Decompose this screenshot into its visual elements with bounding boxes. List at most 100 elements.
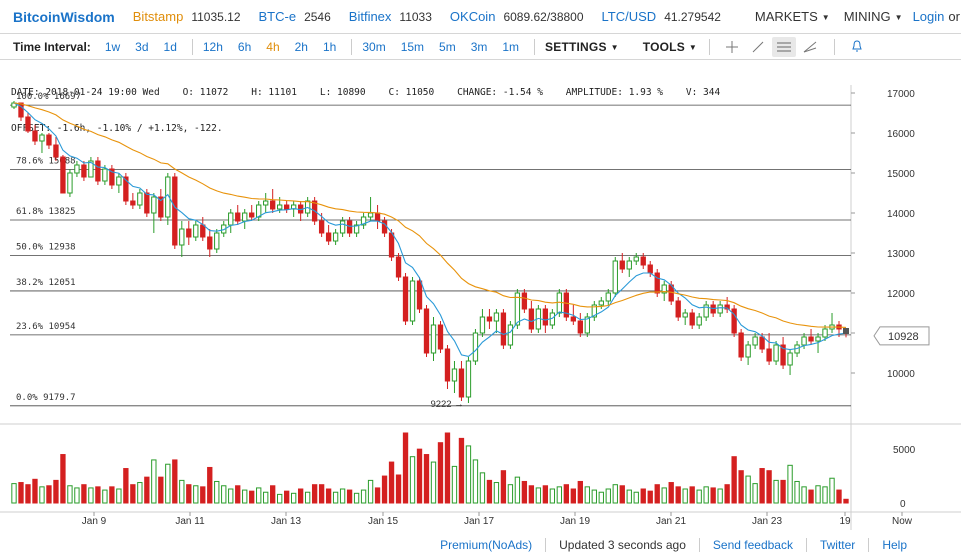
volume-bar — [549, 488, 556, 504]
feedback-link[interactable]: Send feedback — [712, 538, 793, 552]
candle-up — [367, 212, 374, 218]
time-tick-label: Jan 15 — [368, 516, 398, 527]
current-price-label: 10928 — [888, 331, 919, 343]
time-tick-label: Jan 13 — [271, 516, 301, 527]
price-tick-label: 17000 — [887, 89, 915, 100]
interval-6h[interactable]: 6h — [237, 39, 252, 54]
login-or-text: or — [948, 9, 960, 24]
candle-down — [759, 336, 765, 350]
volume-bar — [277, 493, 283, 504]
interval-5m[interactable]: 5m — [439, 39, 456, 54]
interval-4h[interactable]: 4h — [266, 39, 280, 54]
time-tick-label: Jan 11 — [175, 516, 205, 527]
candle-down — [416, 280, 423, 310]
brand-logo[interactable]: BitcoinWisdom — [13, 8, 115, 25]
volume-bar — [304, 491, 311, 504]
candle-down — [542, 308, 549, 326]
interval-1m[interactable]: 1m — [502, 39, 520, 54]
ray-tool-icon[interactable] — [798, 37, 822, 57]
volume-bar — [416, 448, 423, 504]
interval-2h[interactable]: 2h — [294, 39, 308, 54]
ticker-okcoin-link[interactable]: OKCoin — [449, 9, 496, 24]
interval-15m[interactable]: 15m — [400, 39, 425, 54]
premium-link[interactable]: Premium(NoAds) — [440, 538, 533, 552]
candle-down — [388, 232, 395, 258]
volume-bar — [409, 456, 416, 504]
interval-1w[interactable]: 1w — [104, 39, 121, 54]
volume-bar — [249, 490, 255, 504]
volume-bar — [668, 482, 674, 504]
settings-menu[interactable]: SETTINGS ▼ — [545, 40, 619, 54]
volume-bar — [710, 487, 716, 504]
volume-bar — [738, 470, 744, 504]
candle-down — [766, 348, 772, 362]
candle-down — [423, 308, 430, 354]
tools-menu[interactable]: TOOLS ▼ — [643, 40, 697, 54]
price-chart[interactable]: 1700016000150001400013000120001100010000… — [0, 85, 961, 530]
volume-bar — [794, 480, 800, 504]
line-draw-icon[interactable] — [746, 37, 770, 57]
ticker-ltcusd-link[interactable]: LTC/USD — [601, 9, 657, 24]
volume-bar — [717, 488, 723, 504]
volume-bar — [500, 470, 507, 504]
interval-3m[interactable]: 3m — [470, 39, 488, 54]
candle-down — [123, 176, 129, 202]
interval-1h[interactable]: 1h — [322, 39, 337, 54]
volume-bar — [514, 476, 521, 504]
fib-lines-icon[interactable] — [772, 36, 797, 57]
login-link[interactable]: Login — [912, 9, 945, 24]
candle-up — [703, 304, 709, 318]
candle-up — [74, 164, 80, 174]
candle-down — [570, 316, 576, 322]
volume-bar — [619, 485, 625, 504]
volume-bar — [290, 492, 297, 504]
volume-bar — [465, 445, 472, 504]
ticker-bitstamp-link[interactable]: Bitstamp — [132, 9, 184, 24]
volume-bar — [633, 491, 639, 504]
candle-up — [822, 328, 828, 338]
volume-bar — [235, 485, 241, 504]
volume-bar — [773, 479, 779, 504]
volume-bar — [200, 486, 206, 504]
volume-bar — [745, 475, 751, 504]
crosshair-icon[interactable] — [720, 37, 744, 57]
volume-bar — [654, 484, 660, 504]
volume-bar — [731, 456, 737, 504]
volume-bar — [388, 461, 395, 504]
volume-bar — [81, 484, 87, 504]
toolbar-divider — [351, 38, 353, 55]
volume-bar — [88, 487, 94, 504]
volume-bar — [647, 490, 653, 504]
twitter-link[interactable]: Twitter — [819, 538, 856, 552]
candle-down — [95, 160, 101, 182]
candle-up — [102, 168, 108, 182]
markets-menu[interactable]: MARKETS ▼ — [755, 9, 830, 24]
candle-up — [633, 256, 639, 262]
candle-up — [801, 336, 807, 346]
candle-info-line: DATE: 2018-01-24 19:00 Wed O: 11072 H: 1… — [11, 87, 721, 98]
candle-up — [242, 212, 248, 222]
chevron-down-icon: ▼ — [610, 42, 619, 52]
volume-bar — [221, 485, 227, 504]
mining-menu[interactable]: MINING ▼ — [844, 9, 903, 24]
interval-30m[interactable]: 30m — [362, 39, 386, 54]
fib-level-label: 0.0% 9179.7 — [16, 393, 76, 403]
volume-bar — [689, 486, 695, 504]
interval-12h[interactable]: 12h — [202, 39, 223, 54]
price-tick-label: 15000 — [887, 169, 915, 180]
volume-bar — [563, 484, 570, 504]
fib-level-label: 50.0% 12938 — [16, 242, 76, 252]
footer-divider — [868, 538, 870, 552]
candle-down — [374, 212, 381, 222]
interval-3d[interactable]: 3d — [135, 39, 149, 54]
candle-up — [151, 196, 157, 214]
ticker-bitfinex-link[interactable]: Bitfinex — [348, 9, 392, 24]
help-link[interactable]: Help — [882, 538, 907, 552]
alert-bell-icon[interactable] — [845, 37, 869, 57]
time-tick-label: Now — [892, 516, 913, 527]
interval-1d[interactable]: 1d — [163, 39, 177, 54]
candle-info-panel: DATE: 2018-01-24 19:00 Wed O: 11072 H: 1… — [11, 63, 720, 147]
volume-bar — [284, 490, 290, 504]
footer-divider — [698, 538, 700, 552]
ticker-btce-link[interactable]: BTC-e — [258, 9, 297, 24]
